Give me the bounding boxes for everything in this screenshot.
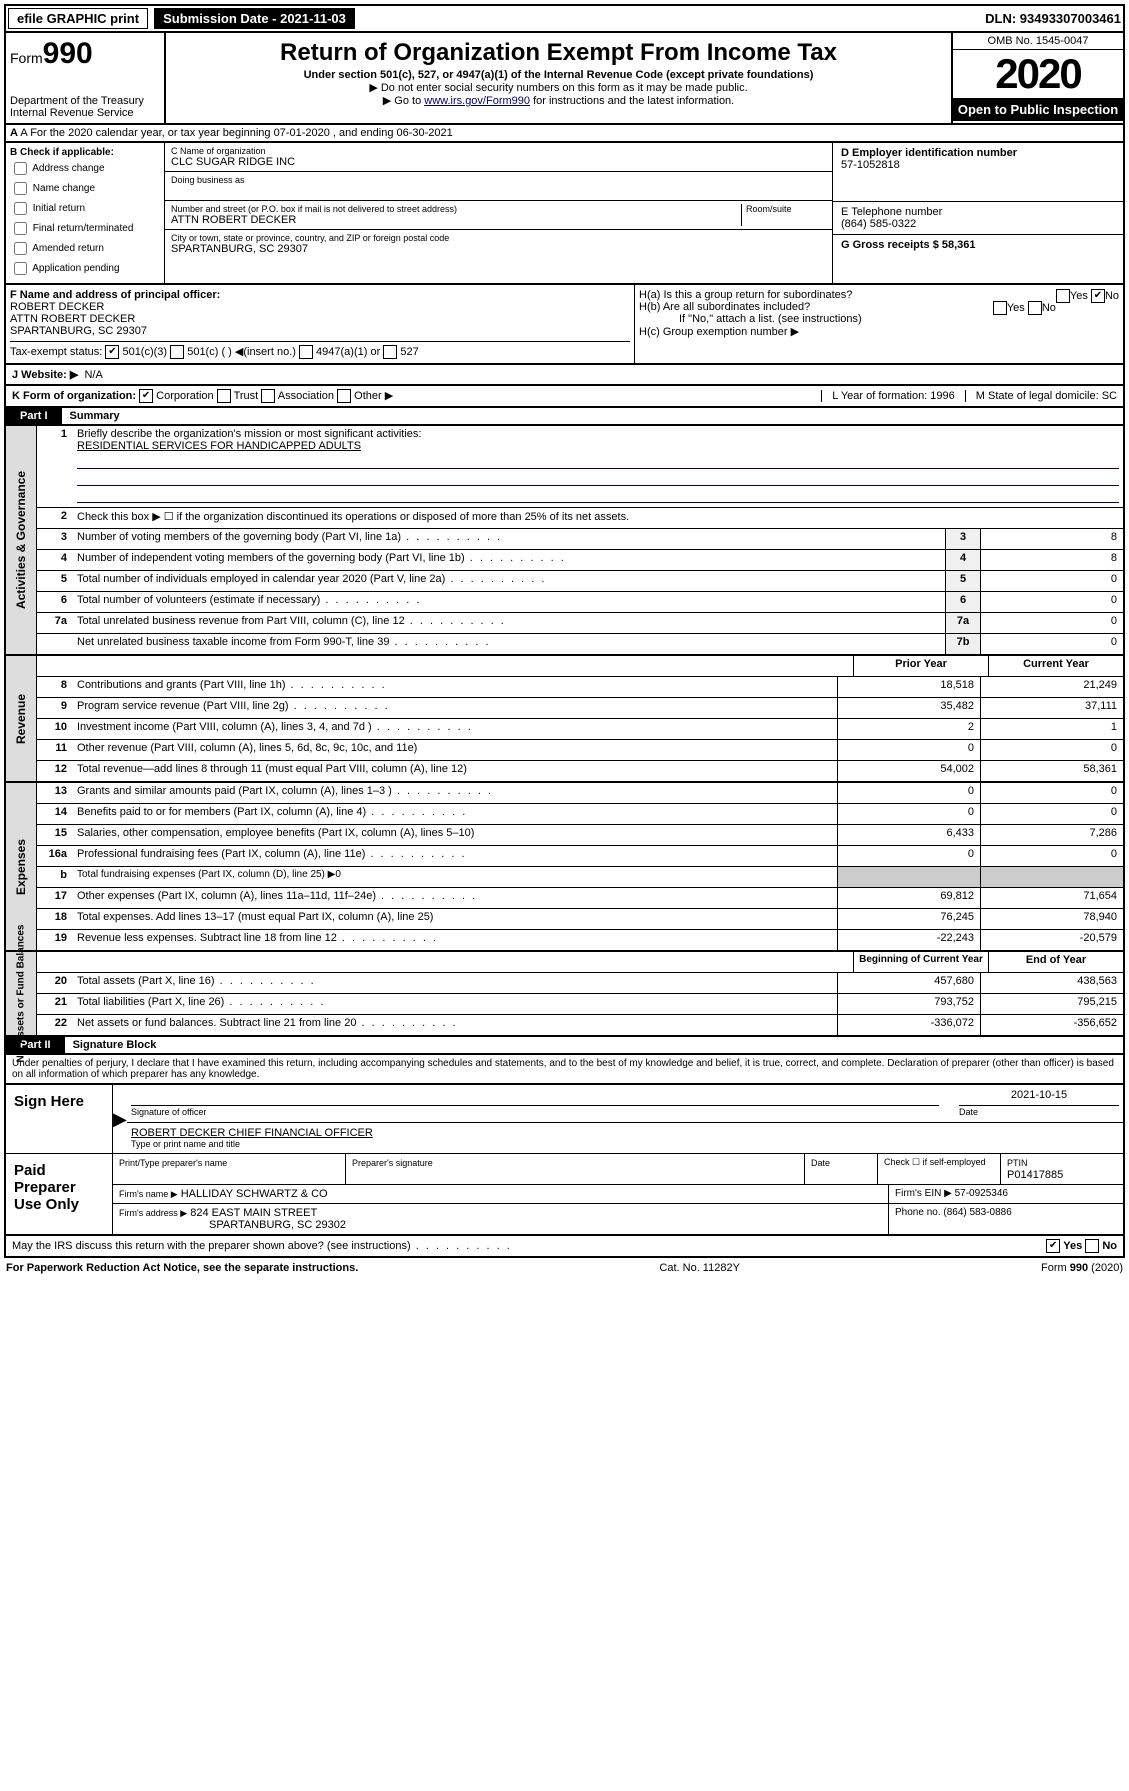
chk-amended[interactable]: Amended return	[10, 239, 160, 258]
officer-addr1: ATTN ROBERT DECKER	[10, 313, 135, 325]
ha-label: H(a) Is this a group return for subordin…	[639, 289, 852, 301]
signature-section: Sign Here ▶ Signature of officer2021-10-…	[4, 1085, 1125, 1236]
v7a: 0	[980, 613, 1123, 633]
expenses-section: Expenses 13Grants and similar amounts pa…	[4, 783, 1125, 952]
efile-topbar: efile GRAPHIC print Submission Date - 20…	[4, 4, 1125, 33]
firm-addr: 824 EAST MAIN STREET	[190, 1207, 317, 1219]
k-corp[interactable]: ✔	[139, 389, 153, 403]
k-assoc[interactable]	[261, 389, 275, 403]
side-rev: Revenue	[14, 694, 28, 744]
open-inspection: Open to Public Inspection	[953, 98, 1123, 121]
chk-address-change[interactable]: Address change	[10, 159, 160, 178]
dln: DLN: 93493307003461	[985, 11, 1121, 26]
i-label: Tax-exempt status:	[10, 346, 102, 358]
chk-501c3[interactable]: ✔	[105, 345, 119, 359]
v6: 0	[980, 592, 1123, 612]
row-klm: K Form of organization: ✔ Corporation Tr…	[4, 386, 1125, 408]
firm-name: HALLIDAY SCHWARTZ & CO	[181, 1188, 328, 1200]
hb-yes[interactable]	[993, 301, 1007, 315]
phone-value: (864) 585-0322	[841, 218, 1115, 230]
c-name-label: C Name of organization	[171, 146, 826, 156]
form-title: Return of Organization Exempt From Incom…	[170, 39, 947, 67]
ein-label: D Employer identification number	[841, 147, 1017, 159]
ssn-note: ▶ Do not enter social security numbers o…	[170, 81, 947, 94]
k-trust[interactable]	[217, 389, 231, 403]
chk-initial-return[interactable]: Initial return	[10, 199, 160, 218]
f-label: F Name and address of principal officer:	[10, 289, 220, 301]
l-year: L Year of formation: 1996	[821, 390, 965, 402]
hb-no[interactable]	[1028, 301, 1042, 315]
chk-app-pending[interactable]: Application pending	[10, 259, 160, 278]
firm-phone: Phone no. (864) 583-0886	[889, 1204, 1123, 1234]
paid-preparer-label: Paid Preparer Use Only	[6, 1154, 113, 1234]
v7b: 0	[980, 634, 1123, 654]
discuss-row: May the IRS discuss this return with the…	[4, 1236, 1125, 1258]
side-exp: Expenses	[14, 839, 28, 895]
omb-number: OMB No. 1545-0047	[953, 33, 1123, 50]
k-other[interactable]	[337, 389, 351, 403]
chk-527[interactable]	[383, 345, 397, 359]
discuss-no[interactable]	[1085, 1239, 1099, 1253]
website-value: N/A	[84, 369, 102, 381]
side-ag: Activities & Governance	[14, 471, 28, 609]
officer-sig-name: ROBERT DECKER CHIEF FINANCIAL OFFICER	[131, 1127, 1119, 1139]
row-a-taxyear: A A For the 2020 calendar year, or tax y…	[4, 125, 1125, 143]
form-header: Form990 Department of the Treasury Inter…	[4, 33, 1125, 125]
org-name: CLC SUGAR RIDGE INC	[171, 156, 295, 168]
org-city: SPARTANBURG, SC 29307	[171, 243, 308, 255]
chk-4947[interactable]	[299, 345, 313, 359]
netassets-section: Net Assets or Fund Balances Beginning of…	[4, 952, 1125, 1037]
col-b-checkboxes: B Check if applicable: Address change Na…	[6, 143, 165, 283]
irs-link[interactable]: www.irs.gov/Form990	[424, 95, 530, 107]
revenue-section: Revenue Prior YearCurrent Year 8Contribu…	[4, 656, 1125, 783]
hb-label: H(b) Are all subordinates included?	[639, 301, 810, 313]
hc-label: H(c) Group exemption number ▶	[639, 325, 1119, 338]
part2-header: Part IISignature Block	[4, 1037, 1125, 1055]
tax-year: 2020	[953, 50, 1123, 98]
goto-note: ▶ Go to www.irs.gov/Form990 for instruct…	[170, 94, 947, 107]
side-na: Net Assets or Fund Balances	[16, 925, 27, 1063]
ha-no[interactable]: ✔	[1091, 289, 1105, 303]
m-state: M State of legal domicile: SC	[965, 390, 1117, 402]
submission-date: Submission Date - 2021-11-03	[154, 8, 355, 29]
activities-governance: Activities & Governance 1Briefly describ…	[4, 426, 1125, 656]
page-footer: For Paperwork Reduction Act Notice, see …	[4, 1258, 1125, 1278]
discuss-yes[interactable]: ✔	[1046, 1239, 1060, 1253]
ptin: P01417885	[1007, 1169, 1063, 1181]
phone-label: E Telephone number	[841, 206, 1115, 218]
ha-yes[interactable]	[1056, 289, 1070, 303]
form-subtitle: Under section 501(c), 527, or 4947(a)(1)…	[170, 69, 947, 81]
v3: 8	[980, 529, 1123, 549]
chk-name-change[interactable]: Name change	[10, 179, 160, 198]
officer-name: ROBERT DECKER	[10, 301, 104, 313]
section-fh: F Name and address of principal officer:…	[4, 285, 1125, 365]
chk-final-return[interactable]: Final return/terminated	[10, 219, 160, 238]
mission: RESIDENTIAL SERVICES FOR HANDICAPPED ADU…	[77, 440, 361, 452]
form-number: Form990	[10, 37, 160, 71]
perjury-statement: Under penalties of perjury, I declare th…	[4, 1055, 1125, 1085]
ein-value: 57-1052818	[841, 159, 1115, 171]
officer-addr2: SPARTANBURG, SC 29307	[10, 325, 147, 337]
v5: 0	[980, 571, 1123, 591]
v4: 8	[980, 550, 1123, 570]
sign-here-label: Sign Here	[6, 1085, 113, 1153]
chk-501c[interactable]	[170, 345, 184, 359]
dba-label: Doing business as	[171, 175, 826, 185]
section-bcd: B Check if applicable: Address change Na…	[4, 143, 1125, 285]
dept-treasury: Department of the Treasury Internal Reve…	[10, 95, 160, 119]
part1-header: Part ISummary	[4, 408, 1125, 426]
row-j-website: J Website: ▶ N/A	[4, 365, 1125, 386]
sign-date: 2021-10-15	[959, 1089, 1119, 1106]
firm-ein: Firm's EIN ▶ 57-0925346	[889, 1185, 1123, 1203]
efile-label: efile GRAPHIC print	[8, 8, 148, 29]
org-address: ATTN ROBERT DECKER	[171, 214, 296, 226]
gross-receipts: G Gross receipts $ 58,361	[841, 239, 976, 251]
